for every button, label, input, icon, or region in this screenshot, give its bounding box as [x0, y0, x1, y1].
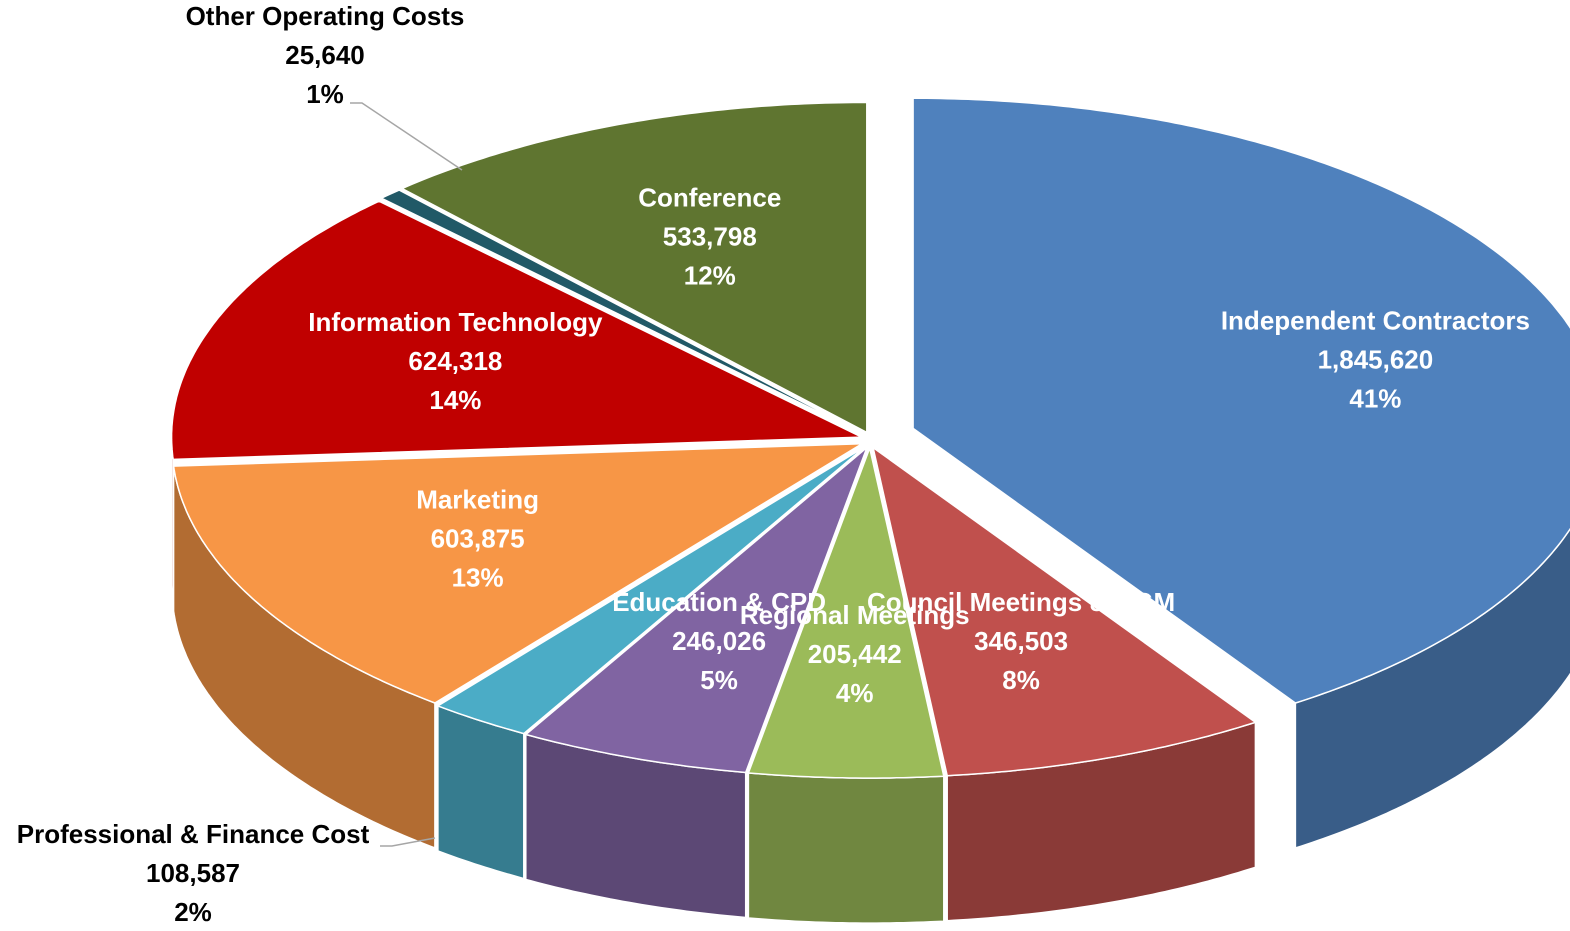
pie-tops [170, 97, 1570, 779]
data-label: 1,845,620 [1318, 344, 1434, 374]
data-label: 8% [1002, 665, 1040, 695]
data-label: Independent Contractors [1221, 305, 1530, 335]
slice-side [747, 772, 945, 924]
data-label: Information Technology [308, 307, 603, 337]
data-label: Council Meetings & AGM [867, 587, 1175, 617]
data-label: Professional & Finance Cost [17, 819, 370, 849]
slice [400, 101, 868, 434]
slice [379, 189, 865, 435]
data-label: 4% [836, 678, 874, 708]
slice [172, 442, 865, 704]
data-label: Regional Meetings [740, 600, 970, 630]
slice [170, 200, 862, 461]
data-label: 603,875 [431, 524, 525, 554]
data-label: 108,587 [146, 858, 240, 888]
slice [747, 445, 945, 779]
data-label: 13% [452, 563, 504, 593]
slice [436, 446, 866, 735]
data-label: 14% [429, 385, 481, 415]
data-label: Other Operating Costs [186, 1, 465, 31]
data-label: 346,503 [974, 626, 1068, 656]
slice [871, 445, 1258, 777]
data-label: 533,798 [663, 221, 757, 251]
data-label: Marketing [416, 485, 539, 515]
data-label: 12% [684, 260, 736, 290]
data-label: Conference [638, 182, 781, 212]
data-label: 205,442 [808, 639, 902, 669]
data-label: 246,026 [672, 626, 766, 656]
data-label: 624,318 [408, 346, 502, 376]
data-label: 2% [174, 897, 212, 926]
slice [912, 97, 1570, 704]
pie-sides [170, 437, 1570, 924]
slice-side [170, 437, 174, 605]
data-label: 5% [700, 665, 738, 695]
slice-side [437, 704, 525, 880]
leader-line [380, 837, 436, 847]
data-label: 1% [306, 79, 344, 109]
data-label: Education & CPD [612, 587, 826, 617]
slice [524, 445, 869, 774]
data-label: 41% [1349, 383, 1401, 413]
leader-line [350, 102, 463, 171]
pie-labels: Independent Contractors 1,845,620 41% Counc… [17, 1, 1530, 927]
data-label: 25,640 [285, 40, 365, 70]
